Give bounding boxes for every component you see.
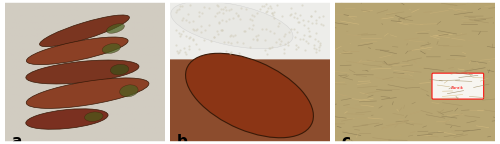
Ellipse shape bbox=[40, 15, 130, 47]
Ellipse shape bbox=[106, 24, 124, 33]
Ellipse shape bbox=[26, 60, 139, 84]
Ellipse shape bbox=[102, 43, 120, 53]
Ellipse shape bbox=[171, 1, 293, 49]
Text: b: b bbox=[176, 134, 188, 144]
Ellipse shape bbox=[84, 112, 103, 122]
Ellipse shape bbox=[26, 109, 108, 129]
Text: Zaraik: Zaraik bbox=[452, 86, 464, 90]
Ellipse shape bbox=[120, 85, 138, 97]
Text: a: a bbox=[12, 134, 22, 144]
Ellipse shape bbox=[110, 64, 129, 75]
Ellipse shape bbox=[26, 37, 128, 65]
Ellipse shape bbox=[26, 78, 149, 108]
FancyBboxPatch shape bbox=[432, 73, 484, 99]
Text: c: c bbox=[342, 134, 350, 144]
Ellipse shape bbox=[186, 53, 314, 138]
